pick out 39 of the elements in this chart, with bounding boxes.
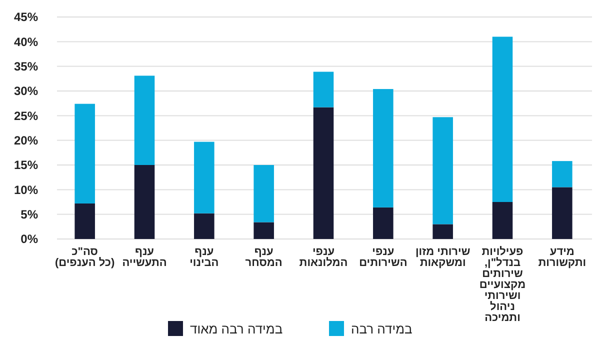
x-tick-label: פעילויות בנדל"ן, שירותים מקצועיים ושירותי ניהול ותמיכה: [479, 246, 526, 324]
x-tick-label: ענפי המלונאות: [299, 246, 348, 269]
x-tick-label: סה"כ (כל הענפים): [54, 246, 116, 269]
bar: [492, 202, 513, 239]
bar: [194, 213, 214, 239]
bar: [373, 207, 394, 239]
y-tick-label: 40%: [14, 34, 38, 49]
bar: [134, 76, 155, 165]
bar: [492, 36, 513, 202]
y-tick-label: 25%: [14, 108, 38, 123]
bar: [134, 165, 155, 239]
bar: [313, 72, 334, 108]
y-tick-label: 5%: [20, 208, 38, 222]
bar: [432, 224, 453, 239]
y-tick-label: 45%: [14, 10, 38, 24]
x-tick-label: מידע ותקשורות: [538, 246, 586, 269]
bar: [432, 117, 453, 224]
bar: [194, 142, 214, 214]
bar: [373, 89, 394, 208]
x-tick-label: ענפי השירותים: [359, 246, 408, 269]
y-tick-label: 10%: [14, 182, 38, 197]
bar: [552, 161, 572, 188]
bar: [552, 187, 572, 239]
bar: [74, 203, 95, 239]
x-tick-label: ענף התעשייה: [122, 246, 167, 269]
bar: [254, 222, 274, 239]
bar: [254, 165, 274, 222]
y-tick-label: 20%: [14, 134, 38, 148]
y-tick-label: 35%: [14, 60, 38, 74]
y-tick-label: 30%: [14, 84, 38, 98]
y-tick-label: 15%: [14, 158, 38, 172]
x-tick-label: ענף המסחר: [245, 246, 282, 269]
legend-label: במידה רבה: [351, 322, 413, 337]
bar: [74, 104, 95, 204]
y-tick-label: 0%: [20, 232, 38, 246]
bar: [313, 107, 334, 239]
x-tick-label: ענף הבינוי: [190, 246, 219, 269]
x-tick-label: שירותי מזון ומשקאות: [415, 246, 470, 269]
legend-label: במידה רבה מאוד: [190, 322, 283, 337]
